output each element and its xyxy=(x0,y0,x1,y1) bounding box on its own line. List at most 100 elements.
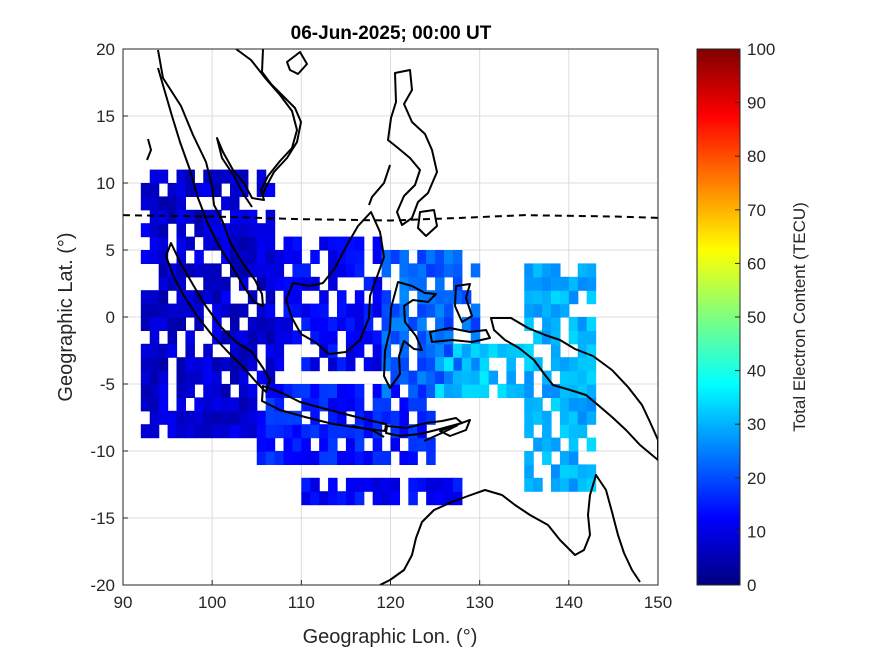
tec-cell xyxy=(390,384,401,398)
tec-cell xyxy=(140,303,151,318)
tec-cell xyxy=(568,451,579,465)
tec-cell xyxy=(256,263,267,278)
tec-cell xyxy=(283,330,294,345)
tec-cell xyxy=(577,263,588,278)
tec-cell xyxy=(435,477,445,492)
tec-cell xyxy=(551,263,561,278)
tec-cell xyxy=(524,477,534,492)
tec-cell xyxy=(551,303,561,318)
tec-cell xyxy=(586,263,597,278)
tec-cell xyxy=(568,317,579,331)
tec-cell xyxy=(167,303,178,318)
tec-cell xyxy=(551,276,561,291)
tec-cell xyxy=(283,276,294,291)
tec-cell xyxy=(256,250,267,264)
tec-cell xyxy=(212,357,222,372)
x-tick-label: 120 xyxy=(376,593,404,612)
tec-cell xyxy=(452,477,463,492)
tec-cell xyxy=(194,290,204,305)
tec-cell xyxy=(185,384,195,398)
colorbar-label: Total Electron Content (TECU) xyxy=(790,202,809,432)
tec-cell xyxy=(230,397,240,412)
tec-cell xyxy=(417,424,427,439)
tec-cell xyxy=(238,424,249,439)
tec-cell xyxy=(274,410,285,425)
tec-cell xyxy=(212,223,222,238)
tec-cell xyxy=(461,370,472,385)
tec-cell xyxy=(399,357,409,372)
tec-cell xyxy=(497,384,508,398)
tec-cell xyxy=(354,424,365,439)
tec-cell xyxy=(506,370,516,385)
tec-cell xyxy=(230,330,240,345)
tec-cell xyxy=(247,317,258,331)
tec-cell xyxy=(452,384,463,398)
tec-cell xyxy=(176,250,187,264)
tec-cell xyxy=(559,451,570,465)
tec-cell xyxy=(149,424,160,439)
tec-cell xyxy=(265,424,276,439)
tec-cell xyxy=(345,343,356,358)
y-tick-label: 0 xyxy=(106,308,115,327)
tec-cell xyxy=(194,250,204,264)
tec-cell xyxy=(408,424,418,439)
tec-cell xyxy=(247,343,258,358)
tec-cell xyxy=(221,290,231,305)
tec-cell xyxy=(345,357,356,372)
tec-cell xyxy=(212,303,222,318)
tec-cell xyxy=(354,384,365,398)
tec-cell xyxy=(319,424,329,439)
tec-cell xyxy=(283,250,294,264)
tec-cell xyxy=(185,303,195,318)
tec-cell xyxy=(328,477,338,492)
tec-cell xyxy=(149,330,160,345)
tec-cell xyxy=(194,303,204,318)
tec-cell xyxy=(158,317,169,331)
tec-cell xyxy=(417,410,427,425)
tec-cell xyxy=(194,397,204,412)
tec-cell xyxy=(461,343,472,358)
tec-cell xyxy=(194,357,204,372)
tec-cell xyxy=(265,290,276,305)
tec-cell xyxy=(586,290,597,305)
tec-cell xyxy=(586,276,597,291)
tec-cell xyxy=(319,384,329,398)
tec-cell xyxy=(194,263,204,278)
tec-cell xyxy=(363,451,374,465)
colorbar-tick-label: 70 xyxy=(747,201,766,220)
tec-cell xyxy=(212,317,222,331)
colorbar-tick-label: 40 xyxy=(747,362,766,381)
tec-cell xyxy=(140,384,151,398)
tec-cell xyxy=(274,357,285,372)
tec-cell xyxy=(533,477,543,492)
tec-cell xyxy=(577,397,588,412)
tec-cell xyxy=(221,236,231,251)
tec-cell xyxy=(435,263,445,278)
magnetic-equator xyxy=(122,214,659,222)
tec-cell xyxy=(524,276,534,291)
tec-cell xyxy=(444,357,454,372)
tec-cell xyxy=(328,451,338,465)
tec-cell xyxy=(149,397,160,412)
x-ticks: 90 100 110 120 130 140 150 xyxy=(114,580,672,612)
tec-cell xyxy=(542,437,552,452)
tec-cell xyxy=(238,303,249,318)
tec-cell xyxy=(417,276,427,291)
tec-cell xyxy=(247,250,258,264)
tec-cell xyxy=(230,250,240,264)
tec-cell xyxy=(265,357,276,372)
tec-cell xyxy=(149,183,160,197)
tec-cell xyxy=(559,276,570,291)
tec-cell xyxy=(399,343,409,358)
tec-cell xyxy=(292,330,302,345)
tec-cell xyxy=(390,357,401,372)
tec-cell xyxy=(319,451,329,465)
tec-cell xyxy=(408,397,418,412)
tec-cell xyxy=(247,330,258,345)
tec-cell xyxy=(417,330,427,345)
tec-cell xyxy=(176,236,187,251)
tec-cell xyxy=(399,424,409,439)
tec-cell xyxy=(265,384,276,398)
tec-cell xyxy=(158,236,169,251)
tec-cell xyxy=(524,464,534,479)
